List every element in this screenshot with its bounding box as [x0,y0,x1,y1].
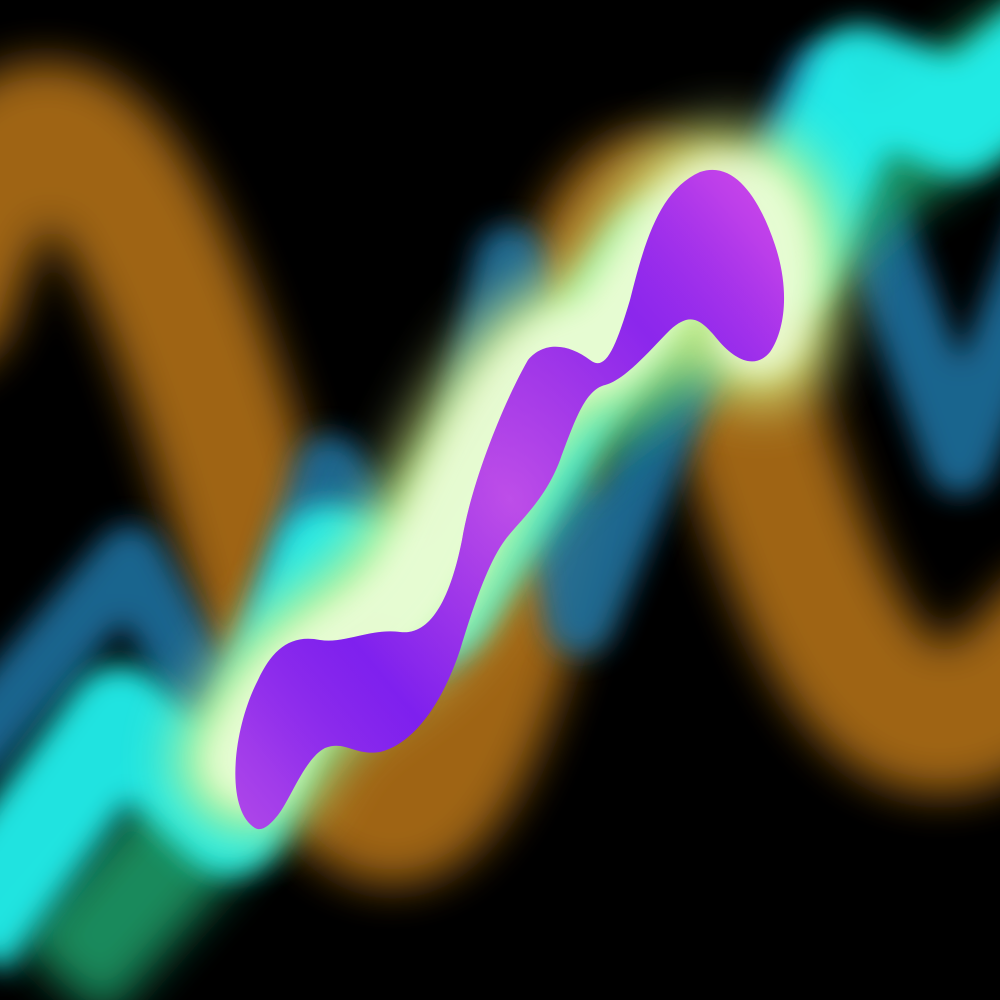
purple-blob-shine [235,169,785,830]
